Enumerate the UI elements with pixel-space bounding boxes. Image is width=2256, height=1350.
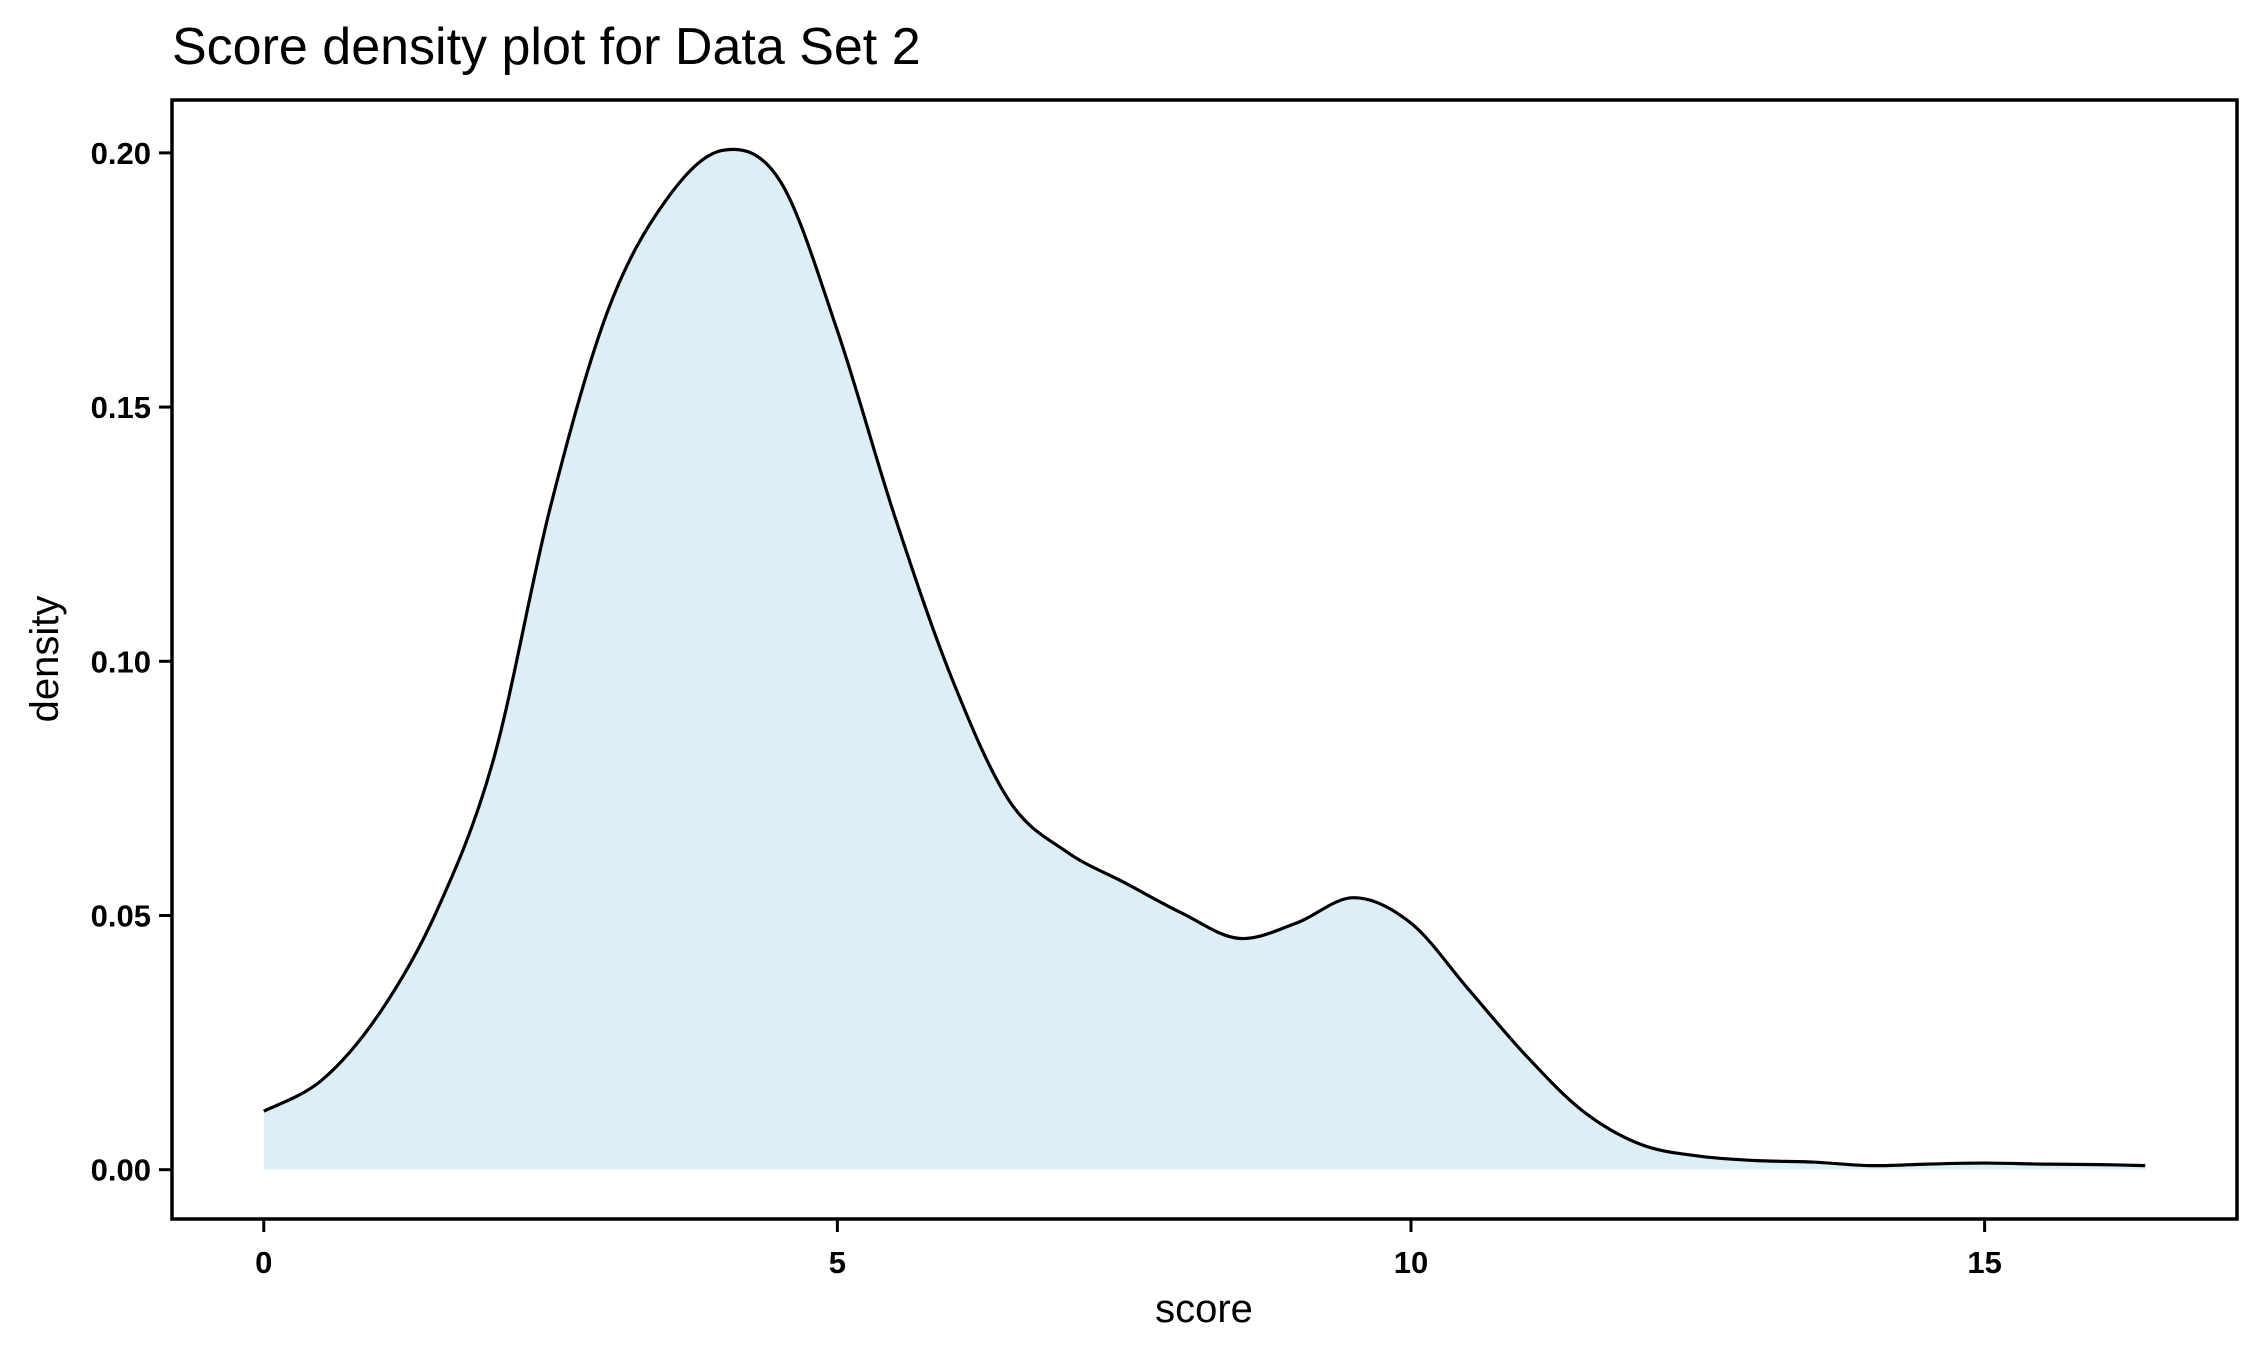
plot-area (263, 147, 2146, 1170)
x-tick-label: 15 (1967, 1245, 2001, 1280)
x-axis: 0 5 10 15 (255, 1219, 2002, 1280)
y-tick-label: 0.20 (91, 136, 151, 171)
y-axis-label: density (23, 596, 67, 723)
x-tick-label: 5 (829, 1245, 846, 1280)
y-tick-label: 0.10 (91, 644, 151, 679)
x-tick-label: 10 (1394, 1245, 1428, 1280)
plot-panel-border (170, 98, 2239, 1221)
y-tick-label: 0.00 (91, 1153, 151, 1188)
y-tick-label: 0.15 (91, 390, 151, 425)
density-area (263, 149, 2146, 1170)
x-tick-label: 0 (255, 1245, 272, 1280)
density-line (263, 147, 2146, 1168)
x-axis-label: score (1155, 1287, 1253, 1331)
y-axis: 0.00 0.05 0.10 0.15 0.20 (91, 136, 172, 1188)
chart-title: Score density plot for Data Set 2 (172, 18, 921, 76)
y-tick-label: 0.05 (91, 898, 151, 933)
